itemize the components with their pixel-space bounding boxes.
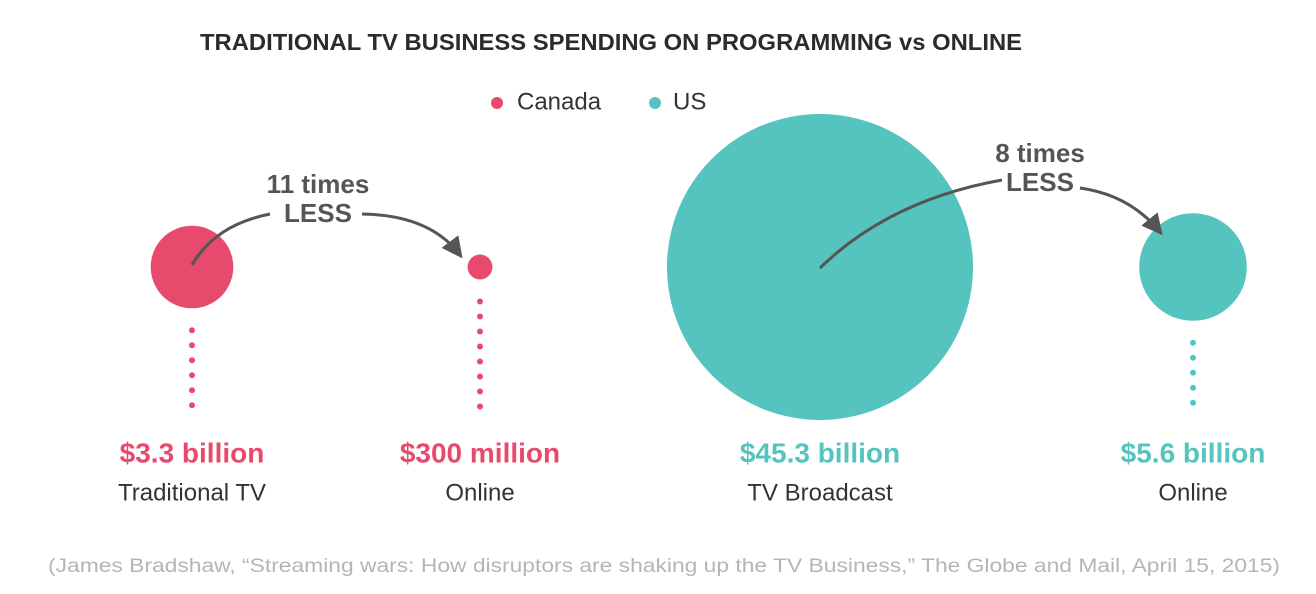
arrow	[361, 212, 463, 259]
dot-leader	[1190, 369, 1196, 376]
arrow	[818, 178, 1003, 270]
dot-leader	[189, 372, 195, 379]
dot-leader	[477, 328, 483, 335]
annotation: LESS	[284, 198, 352, 228]
dot-leader	[1190, 339, 1196, 346]
dot-leader	[477, 298, 483, 305]
dot-leader	[477, 313, 483, 320]
source: (James Bradshaw, “Streaming wars: How di…	[48, 556, 1280, 577]
arrow	[1079, 186, 1163, 236]
dot-leader	[189, 342, 195, 349]
value-label: $45.3 billion	[740, 437, 900, 468]
dot-leader	[1190, 354, 1196, 361]
legend-marker	[649, 97, 661, 109]
value-label: $3.3 billion	[120, 437, 265, 468]
category-label: Online	[445, 479, 514, 506]
annotation: 11 times	[267, 169, 370, 199]
dot-leader	[477, 343, 483, 350]
dot-leader	[477, 358, 483, 365]
category-label: Online	[1158, 479, 1227, 506]
legend-label: US	[673, 88, 706, 115]
value-label: $5.6 billion	[1121, 437, 1266, 468]
dot-leader	[189, 402, 195, 409]
annotation: 8 times	[995, 138, 1085, 168]
legend-marker	[491, 97, 503, 109]
dot-leader	[1190, 384, 1196, 391]
dot-leader	[189, 357, 195, 364]
legend-label: Canada	[517, 88, 602, 115]
dot-leader	[477, 388, 483, 395]
dot-leader	[189, 387, 195, 394]
bubble	[467, 254, 493, 280]
category-label: Traditional TV	[118, 479, 266, 506]
category-label: TV Broadcast	[747, 479, 893, 506]
annotation: LESS	[1006, 167, 1074, 197]
value-label: $300 million	[400, 437, 560, 468]
dot-leader	[477, 373, 483, 380]
chart-title: TRADITIONAL TV BUSINESS SPENDING ON PROG…	[200, 29, 1022, 55]
dot-leader	[1190, 399, 1196, 406]
bubble	[1139, 213, 1247, 321]
bubble	[150, 225, 234, 309]
arrow	[190, 212, 271, 266]
dot-leader	[189, 327, 195, 334]
dot-leader	[477, 403, 483, 410]
